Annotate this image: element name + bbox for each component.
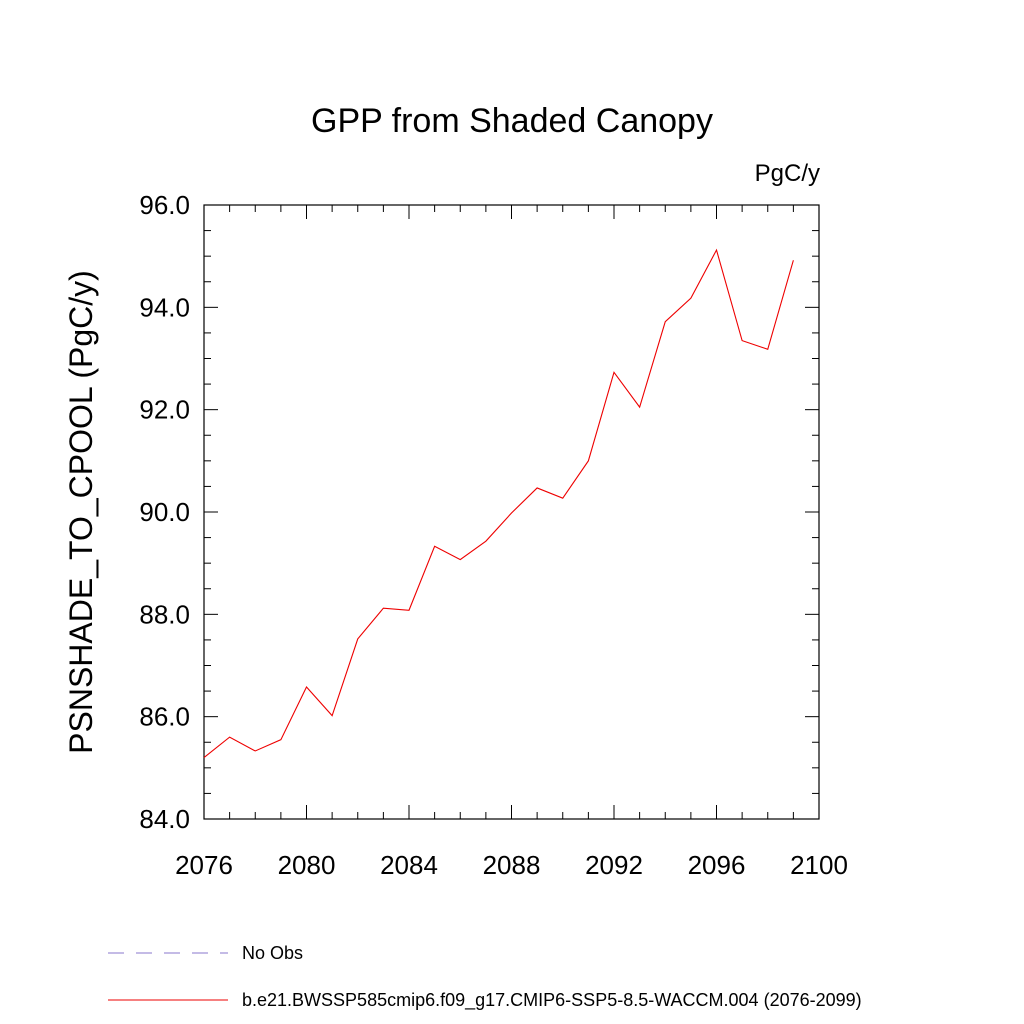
y-tick-label: 90.0 — [139, 497, 190, 527]
chart-title: GPP from Shaded Canopy — [311, 102, 713, 140]
x-tick-label: 2096 — [688, 850, 746, 880]
x-tick-label: 2084 — [380, 850, 438, 880]
units-label: PgC/y — [755, 160, 820, 187]
y-axis-label: PSNSHADE_TO_CPOOL (PgC/y) — [63, 270, 99, 754]
y-tick-label: 94.0 — [139, 292, 190, 322]
y-tick-label: 86.0 — [139, 702, 190, 732]
x-tick-label: 2080 — [278, 850, 336, 880]
legend: No Obs b.e21.BWSSP585cmip6.f09_g17.CMIP6… — [108, 943, 862, 1011]
x-tick-label: 2100 — [790, 850, 848, 880]
axis-ticks — [203, 204, 820, 820]
series-layer — [203, 248, 794, 759]
x-tick-label: 2092 — [585, 850, 643, 880]
y-tick-label: 88.0 — [139, 599, 190, 629]
x-tick-label: 2076 — [175, 850, 233, 880]
legend-label-no-obs: No Obs — [242, 943, 303, 963]
tick-labels: 2076 2080 2084 2088 2092 2096 2100 84.0 86.0 88.0… — [139, 190, 848, 880]
legend-label-model-run: b.e21.BWSSP585cmip6.f09_g17.CMIP6-SSP5-8… — [242, 990, 862, 1011]
y-tick-label: 84.0 — [139, 804, 190, 834]
plot-frame — [203, 204, 820, 820]
series-line — [203, 248, 794, 759]
x-tick-label: 2088 — [483, 850, 541, 880]
y-tick-label: 92.0 — [139, 395, 190, 425]
y-tick-label: 96.0 — [139, 190, 190, 220]
